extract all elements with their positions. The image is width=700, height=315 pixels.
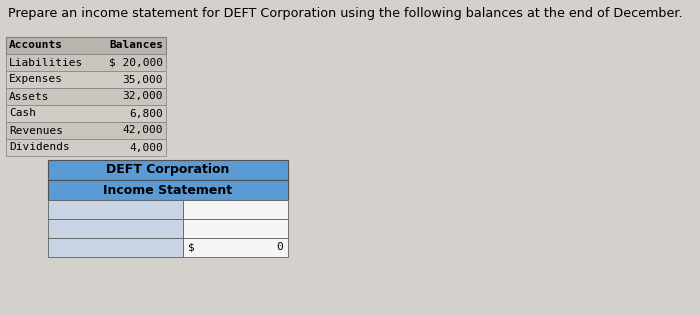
FancyBboxPatch shape xyxy=(48,238,183,257)
FancyBboxPatch shape xyxy=(48,219,183,238)
FancyBboxPatch shape xyxy=(48,200,183,219)
Text: 6,800: 6,800 xyxy=(130,108,163,118)
FancyBboxPatch shape xyxy=(183,219,288,238)
Text: 0: 0 xyxy=(276,243,283,253)
Text: Prepare an income statement for DEFT Corporation using the following balances at: Prepare an income statement for DEFT Cor… xyxy=(8,7,682,20)
Text: 4,000: 4,000 xyxy=(130,142,163,152)
Text: $ 20,000: $ 20,000 xyxy=(109,58,163,67)
Text: 42,000: 42,000 xyxy=(122,125,163,135)
FancyBboxPatch shape xyxy=(6,122,166,139)
Text: Cash: Cash xyxy=(9,108,36,118)
FancyBboxPatch shape xyxy=(6,54,166,71)
FancyBboxPatch shape xyxy=(183,200,288,219)
FancyBboxPatch shape xyxy=(6,88,166,105)
Text: Expenses: Expenses xyxy=(9,75,63,84)
FancyBboxPatch shape xyxy=(183,238,288,257)
Text: 35,000: 35,000 xyxy=(122,75,163,84)
FancyBboxPatch shape xyxy=(6,105,166,122)
FancyBboxPatch shape xyxy=(48,180,288,200)
FancyBboxPatch shape xyxy=(6,37,166,54)
Text: Liabilities: Liabilities xyxy=(9,58,83,67)
Text: Accounts: Accounts xyxy=(9,41,63,50)
Text: 32,000: 32,000 xyxy=(122,91,163,101)
FancyBboxPatch shape xyxy=(6,71,166,88)
Text: Balances: Balances xyxy=(109,41,163,50)
Text: Assets: Assets xyxy=(9,91,50,101)
Text: $: $ xyxy=(188,243,195,253)
Text: Revenues: Revenues xyxy=(9,125,63,135)
FancyBboxPatch shape xyxy=(48,160,288,180)
Text: DEFT Corporation: DEFT Corporation xyxy=(106,163,230,176)
FancyBboxPatch shape xyxy=(6,139,166,156)
Text: Dividends: Dividends xyxy=(9,142,70,152)
Text: Income Statement: Income Statement xyxy=(104,184,232,197)
